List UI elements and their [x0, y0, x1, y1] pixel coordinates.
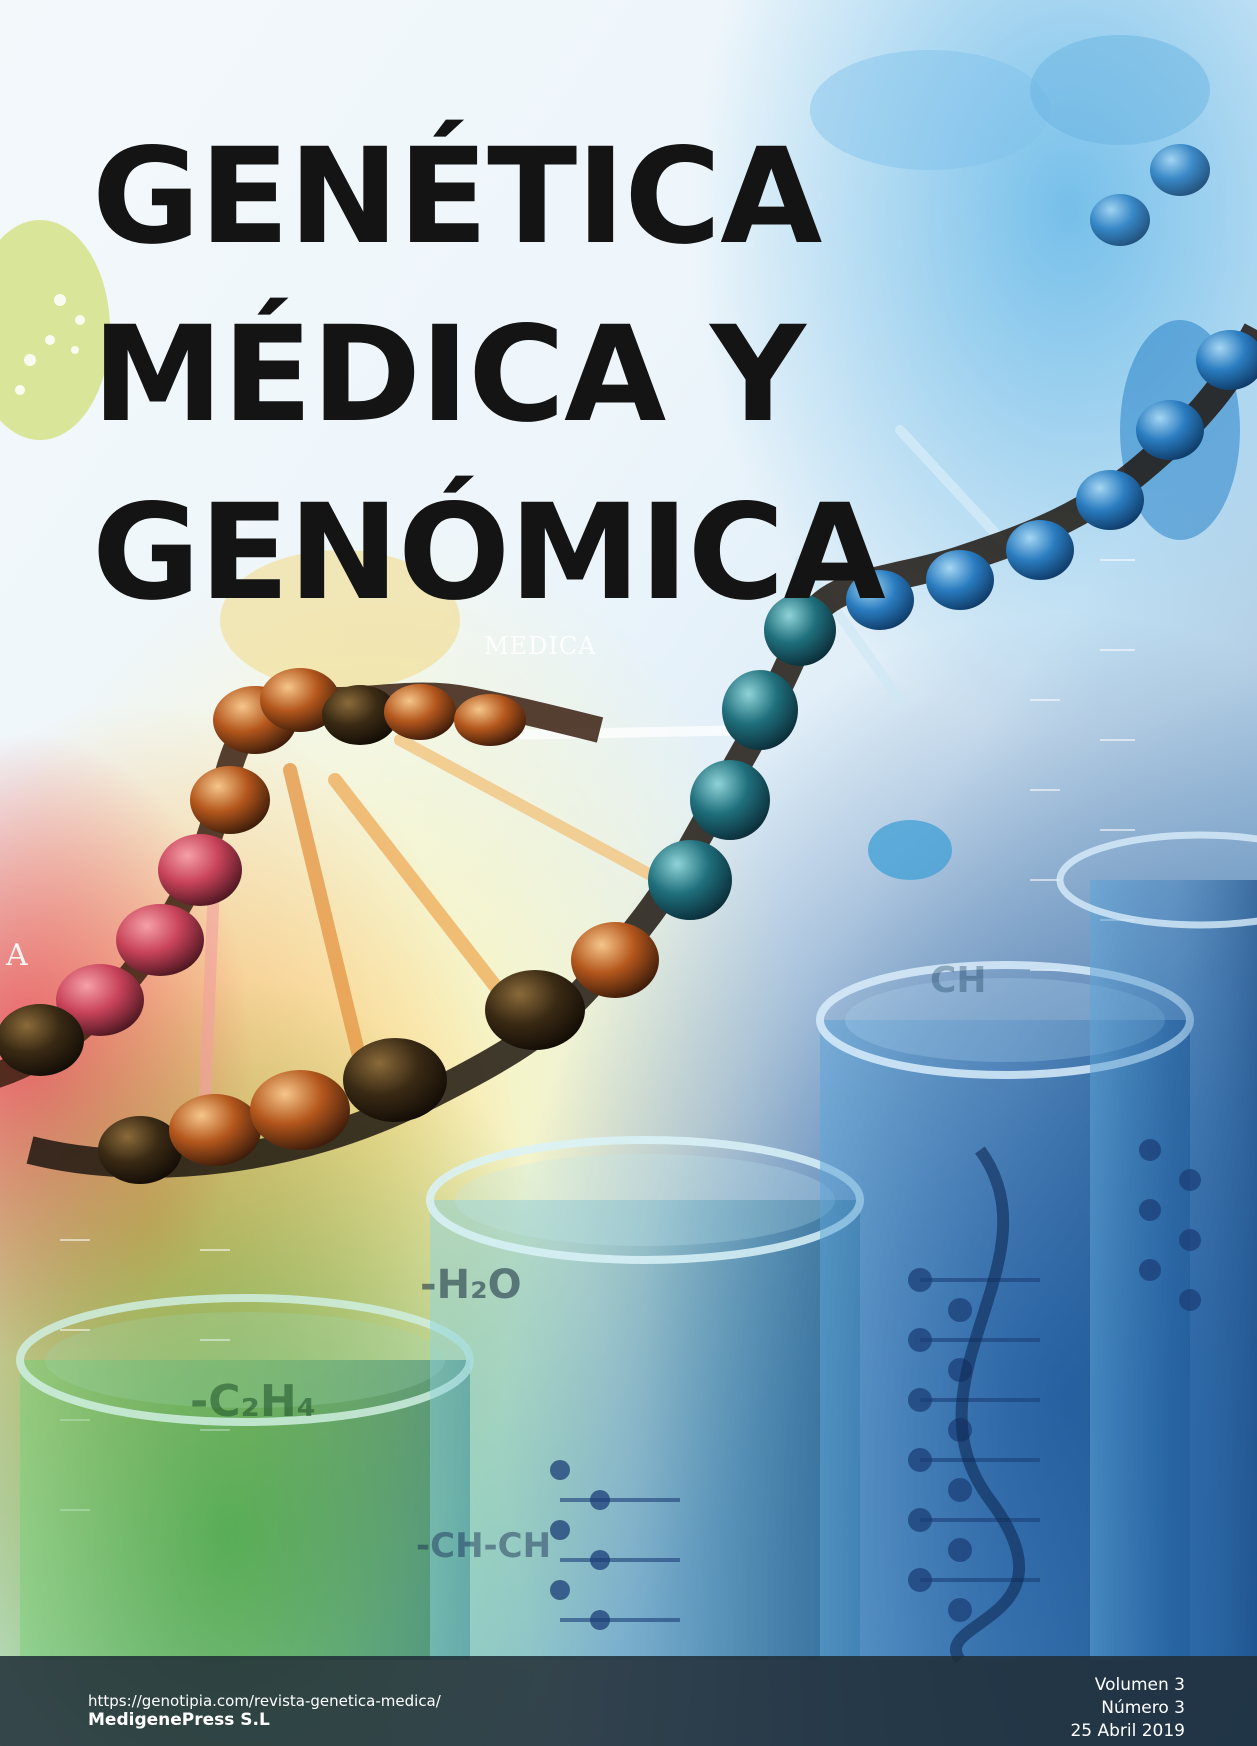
formula-h2o: -H₂O	[420, 1262, 522, 1308]
issue-info: Volumen 3 Número 3 25 Abril 2019	[1070, 1674, 1185, 1743]
formula-c2h4: -C₂H₄	[190, 1376, 316, 1427]
formula-ch: CH	[930, 960, 987, 1001]
title-line-2: MÉDICA Y	[92, 298, 806, 452]
issue-number: Número 3	[1101, 1698, 1185, 1718]
issue-date: 25 Abril 2019	[1070, 1721, 1185, 1741]
formula-ch-ch: -CH-CH	[416, 1526, 552, 1566]
title-line-3: GENÓMICA	[92, 476, 886, 630]
journal-title: GENÉTICA MÉDICA Y GENÓMICA	[92, 108, 886, 642]
journal-url[interactable]: https://genotipia.com/revista-genetica-m…	[88, 1692, 441, 1710]
title-line-1: GENÉTICA	[92, 120, 822, 274]
volume-label: Volumen 3	[1094, 1675, 1185, 1695]
background-word-medica: MEDICA	[484, 632, 597, 660]
footer-bar	[0, 1656, 1257, 1746]
publisher-name: MedigenePress S.L	[88, 1710, 270, 1730]
background-letter-a: A	[6, 938, 28, 973]
footer-publisher-info: https://genotipia.com/revista-genetica-m…	[88, 1692, 441, 1730]
